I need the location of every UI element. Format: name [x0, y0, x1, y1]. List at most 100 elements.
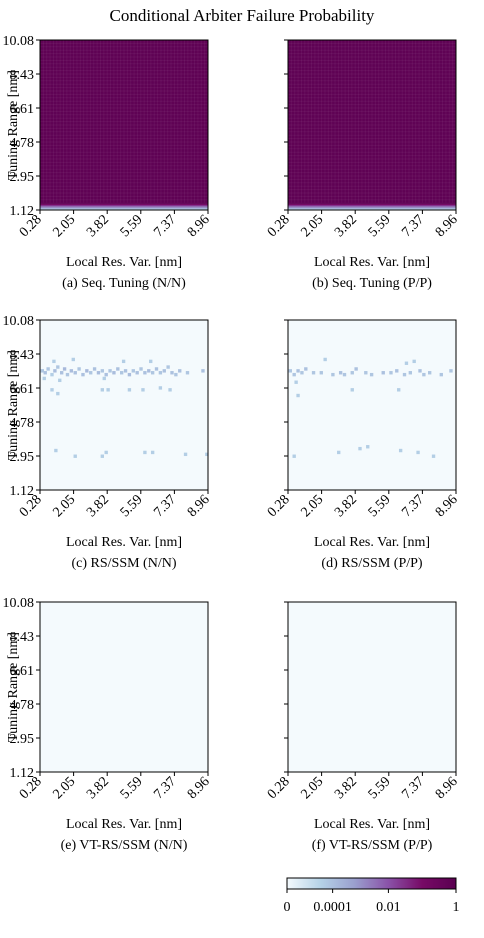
heatmap-cell	[50, 372, 54, 377]
x-tick-label: 2.05	[50, 212, 78, 240]
heatmap-cell	[311, 371, 316, 375]
panel-frame	[39, 39, 209, 211]
heatmap-cell	[46, 367, 50, 371]
heatmap-cell	[162, 369, 166, 373]
heatmap-cell	[431, 454, 436, 458]
heatmap-cell	[139, 367, 143, 371]
heatmap-cell	[395, 369, 399, 373]
heatmap-cell	[62, 367, 67, 371]
heatmap-background	[40, 602, 208, 772]
y-axis-label: Tuning Range [nm]	[6, 632, 21, 742]
colorbar-tick-label: 0	[284, 900, 291, 915]
heatmap-fade-cell	[288, 203, 456, 206]
heatmap-cell	[174, 372, 178, 377]
heatmap-cell	[43, 371, 47, 375]
heatmap-background	[288, 320, 456, 490]
heatmap-panel: 10.088.436.614.782.951.120.28 2.05 3.82 5.5…	[3, 596, 213, 853]
heatmap-cell	[108, 369, 112, 373]
heatmap-background	[288, 602, 456, 772]
x-axis-label: Local Res. Var. [nm]	[66, 255, 182, 270]
heatmap-cell	[296, 369, 300, 373]
heatmap-cell	[69, 369, 74, 373]
heatmap-cell	[81, 372, 85, 377]
heatmap-cell	[292, 454, 296, 458]
y-tick-label: 1.12	[10, 484, 35, 499]
heatmap-cell	[56, 391, 60, 396]
x-tick-label: 7.37	[399, 774, 427, 802]
heatmap-cell	[147, 369, 151, 373]
heatmap-cell	[71, 357, 75, 362]
heatmap-cell	[65, 372, 70, 377]
heatmap-cell	[40, 369, 45, 373]
heatmap-cell	[288, 369, 293, 373]
heatmap-cell	[112, 371, 116, 375]
y-tick-label: 6.61	[10, 664, 35, 679]
heatmap-cell	[106, 388, 110, 392]
x-axis-label: Local Res. Var. [nm]	[66, 535, 182, 550]
heatmap-cell	[150, 371, 155, 375]
x-tick-label: 2.05	[50, 774, 78, 802]
heatmap-cell	[158, 386, 163, 390]
heatmap-cell	[73, 371, 77, 375]
heatmap-cell	[408, 371, 413, 375]
x-tick-label: 8.96	[433, 212, 461, 240]
heatmap-fade-cell	[40, 206, 208, 208]
panel-frame	[287, 319, 457, 491]
y-tick-label: 6.61	[10, 382, 35, 397]
heatmap-cell	[296, 393, 300, 398]
heatmap-cell	[183, 452, 188, 457]
panel-caption: (e) VT-RS/SSM (N/N)	[61, 838, 188, 853]
y-tick-label: 10.08	[3, 314, 35, 329]
panel-caption: (c) RS/SSM (N/N)	[71, 556, 176, 571]
heatmap-cell	[323, 357, 327, 362]
x-tick-label: 0.28	[265, 492, 293, 520]
x-tick-label: 8.96	[433, 774, 461, 802]
x-tick-label: 0.28	[265, 212, 293, 240]
heatmap-cell	[168, 388, 172, 392]
y-axis-label: Tuning Range [nm]	[6, 70, 21, 180]
heatmap-cell	[56, 365, 60, 369]
x-tick-label: 8.96	[433, 492, 461, 520]
x-axis-label: Local Res. Var. [nm]	[66, 817, 182, 832]
heatmap-fade-cell	[40, 207, 208, 210]
heatmap-cell	[350, 371, 354, 375]
x-tick-label: 3.82	[84, 774, 112, 802]
heatmap-cell	[342, 372, 347, 377]
x-tick-label: 3.82	[332, 212, 360, 240]
x-tick-label: 8.96	[185, 492, 213, 520]
heatmap-cell	[143, 450, 147, 455]
heatmap-cell	[119, 371, 124, 375]
heatmap-cell	[141, 388, 145, 392]
heatmap-fade-cell	[40, 205, 208, 207]
heatmap-cell	[116, 367, 120, 371]
x-tick-label: 7.37	[151, 774, 179, 802]
heatmap-cell	[185, 371, 190, 375]
heatmap-cell	[149, 359, 153, 364]
heatmap-cell	[154, 367, 159, 371]
y-tick-label: 2.95	[10, 170, 35, 185]
heatmap-background	[288, 40, 456, 210]
heatmap-cell	[52, 359, 56, 364]
heatmap-cell	[337, 450, 341, 455]
heatmap-cell	[366, 445, 370, 449]
heatmap-cell	[135, 371, 139, 375]
heatmap-cell	[381, 371, 385, 375]
panel-frame	[287, 601, 457, 773]
heatmap-fade-cell	[40, 203, 208, 206]
heatmap-fade-cell	[288, 207, 456, 210]
heatmap-cell	[50, 388, 54, 392]
heatmap-cell	[439, 372, 443, 377]
heatmap-cell	[77, 367, 81, 371]
heatmap-cell	[398, 448, 403, 453]
x-tick-label: 5.59	[366, 774, 394, 802]
heatmap-cell	[422, 372, 426, 377]
colorbar: 0 0.0001 0.01 1	[284, 877, 460, 915]
heatmap-cell	[59, 371, 64, 375]
heatmap-cell	[449, 369, 453, 373]
x-tick-label: 8.96	[185, 212, 213, 240]
heatmap-fade-cell	[288, 205, 456, 207]
heatmap-cell	[53, 369, 57, 373]
